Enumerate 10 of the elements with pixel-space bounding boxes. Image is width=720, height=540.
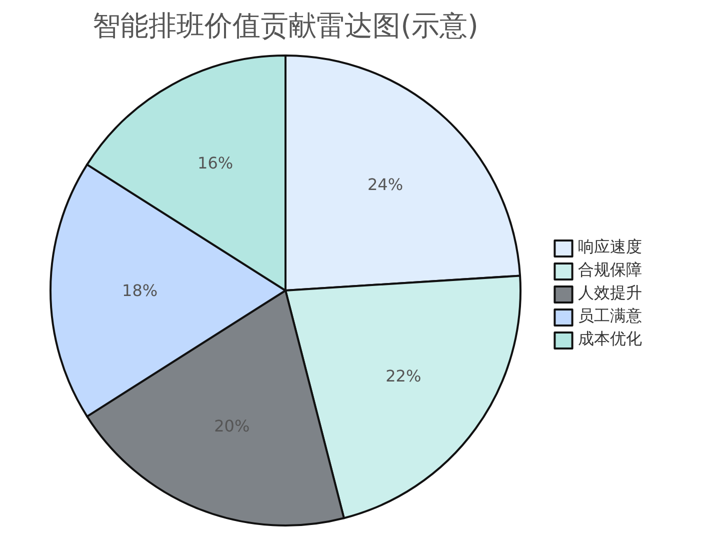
data-label: 22% <box>386 366 422 386</box>
legend-label: 人效提升 <box>578 283 642 304</box>
chart-title: 智能排班价值贡献雷达图(示意) <box>92 9 478 42</box>
data-label: 18% <box>122 281 158 300</box>
legend-label: 响应速度 <box>578 237 642 258</box>
data-label: 16% <box>198 153 234 172</box>
legend-label: 成本优化 <box>578 329 642 350</box>
legend-label: 合规保障 <box>578 260 642 281</box>
legend-label: 员工满意 <box>578 306 642 327</box>
data-label: 24% <box>367 174 404 194</box>
